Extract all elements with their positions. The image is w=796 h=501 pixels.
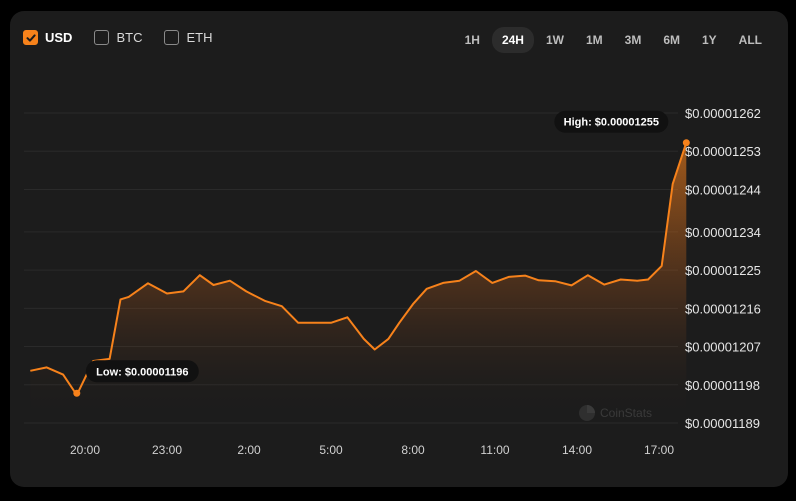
price-line: [30, 142, 688, 396]
y-tick-label: $0.00001216: [685, 301, 761, 316]
y-tick-label: $0.00001234: [685, 225, 761, 240]
y-tick-label: $0.00001244: [685, 182, 761, 197]
x-tick-label: 8:00: [401, 443, 425, 457]
currency-eth-toggle[interactable]: ETH: [164, 30, 212, 45]
x-tick-label: 2:00: [237, 443, 261, 457]
checkbox-icon[interactable]: [94, 30, 110, 45]
price-area-fill: [30, 142, 687, 423]
range-6m-button[interactable]: 6M: [663, 33, 680, 47]
range-1m-button[interactable]: 1M: [585, 33, 603, 47]
currency-label: USD: [45, 30, 73, 45]
y-tick-label: $0.00001207: [685, 340, 761, 355]
currency-label: BTC: [116, 30, 143, 45]
x-tick-label: 5:00: [319, 443, 343, 457]
y-tick-label: $0.00001253: [685, 144, 761, 159]
y-tick-label: $0.00001262: [685, 106, 761, 121]
x-tick-label: 11:00: [480, 443, 509, 457]
x-tick-label: 23:00: [152, 443, 182, 457]
low-price-badge-bg: [85, 360, 199, 383]
y-tick-label: $0.00001198: [685, 378, 760, 393]
coinstats-watermark: CoinStats: [579, 405, 652, 421]
y-tick-label: $0.00001225: [685, 263, 761, 278]
range-1w-button[interactable]: 1W: [545, 33, 564, 47]
range-1h-button[interactable]: 1H: [464, 33, 480, 47]
high-price-badge-label: High: $0.00001255: [564, 117, 659, 129]
currency-usd-toggle[interactable]: USD: [23, 30, 72, 45]
range-1y-button[interactable]: 1Y: [701, 33, 717, 47]
range-24h-button[interactable]: 24H: [491, 27, 534, 53]
currency-label: ETH: [186, 30, 213, 45]
low-price-badge: Low: $0.00001196: [73, 360, 199, 397]
price-chart: $0.00001262 $0.00001253 $0.00001244 $0.0000…: [24, 106, 761, 457]
x-tick-label: 14:00: [562, 443, 592, 457]
checkbox-icon[interactable]: [164, 30, 180, 45]
low-price-badge-label: Low: $0.00001196: [96, 366, 188, 378]
range-3m-button[interactable]: 3M: [624, 33, 642, 47]
chart-toolbar: USD BTC ETH 1H 24H 1W 1M 3M 6M 1Y ALL: [10, 11, 788, 71]
high-price-badge-point: [682, 139, 690, 147]
x-tick-label: 20:00: [70, 443, 100, 457]
high-price-badge-bg: [554, 110, 669, 133]
checkbox-checked-icon[interactable]: [23, 30, 38, 45]
time-range-selector: 1H 24H 1W 1M 3M 6M 1Y ALL: [455, 27, 772, 53]
low-price-badge-point: [73, 389, 81, 397]
high-price-badge: High: $0.00001255: [554, 110, 690, 147]
currency-btc-toggle[interactable]: BTC: [94, 30, 142, 45]
range-all-button[interactable]: ALL: [738, 33, 762, 47]
svg-text:CoinStats: CoinStats: [600, 406, 652, 420]
y-tick-label: $0.00001189: [685, 416, 760, 431]
price-chart-card: $0.00001262 $0.00001253 $0.00001244 $0.0000…: [10, 11, 788, 487]
x-tick-label: 17:00: [644, 443, 674, 457]
currency-selector: USD BTC ETH: [23, 30, 212, 45]
